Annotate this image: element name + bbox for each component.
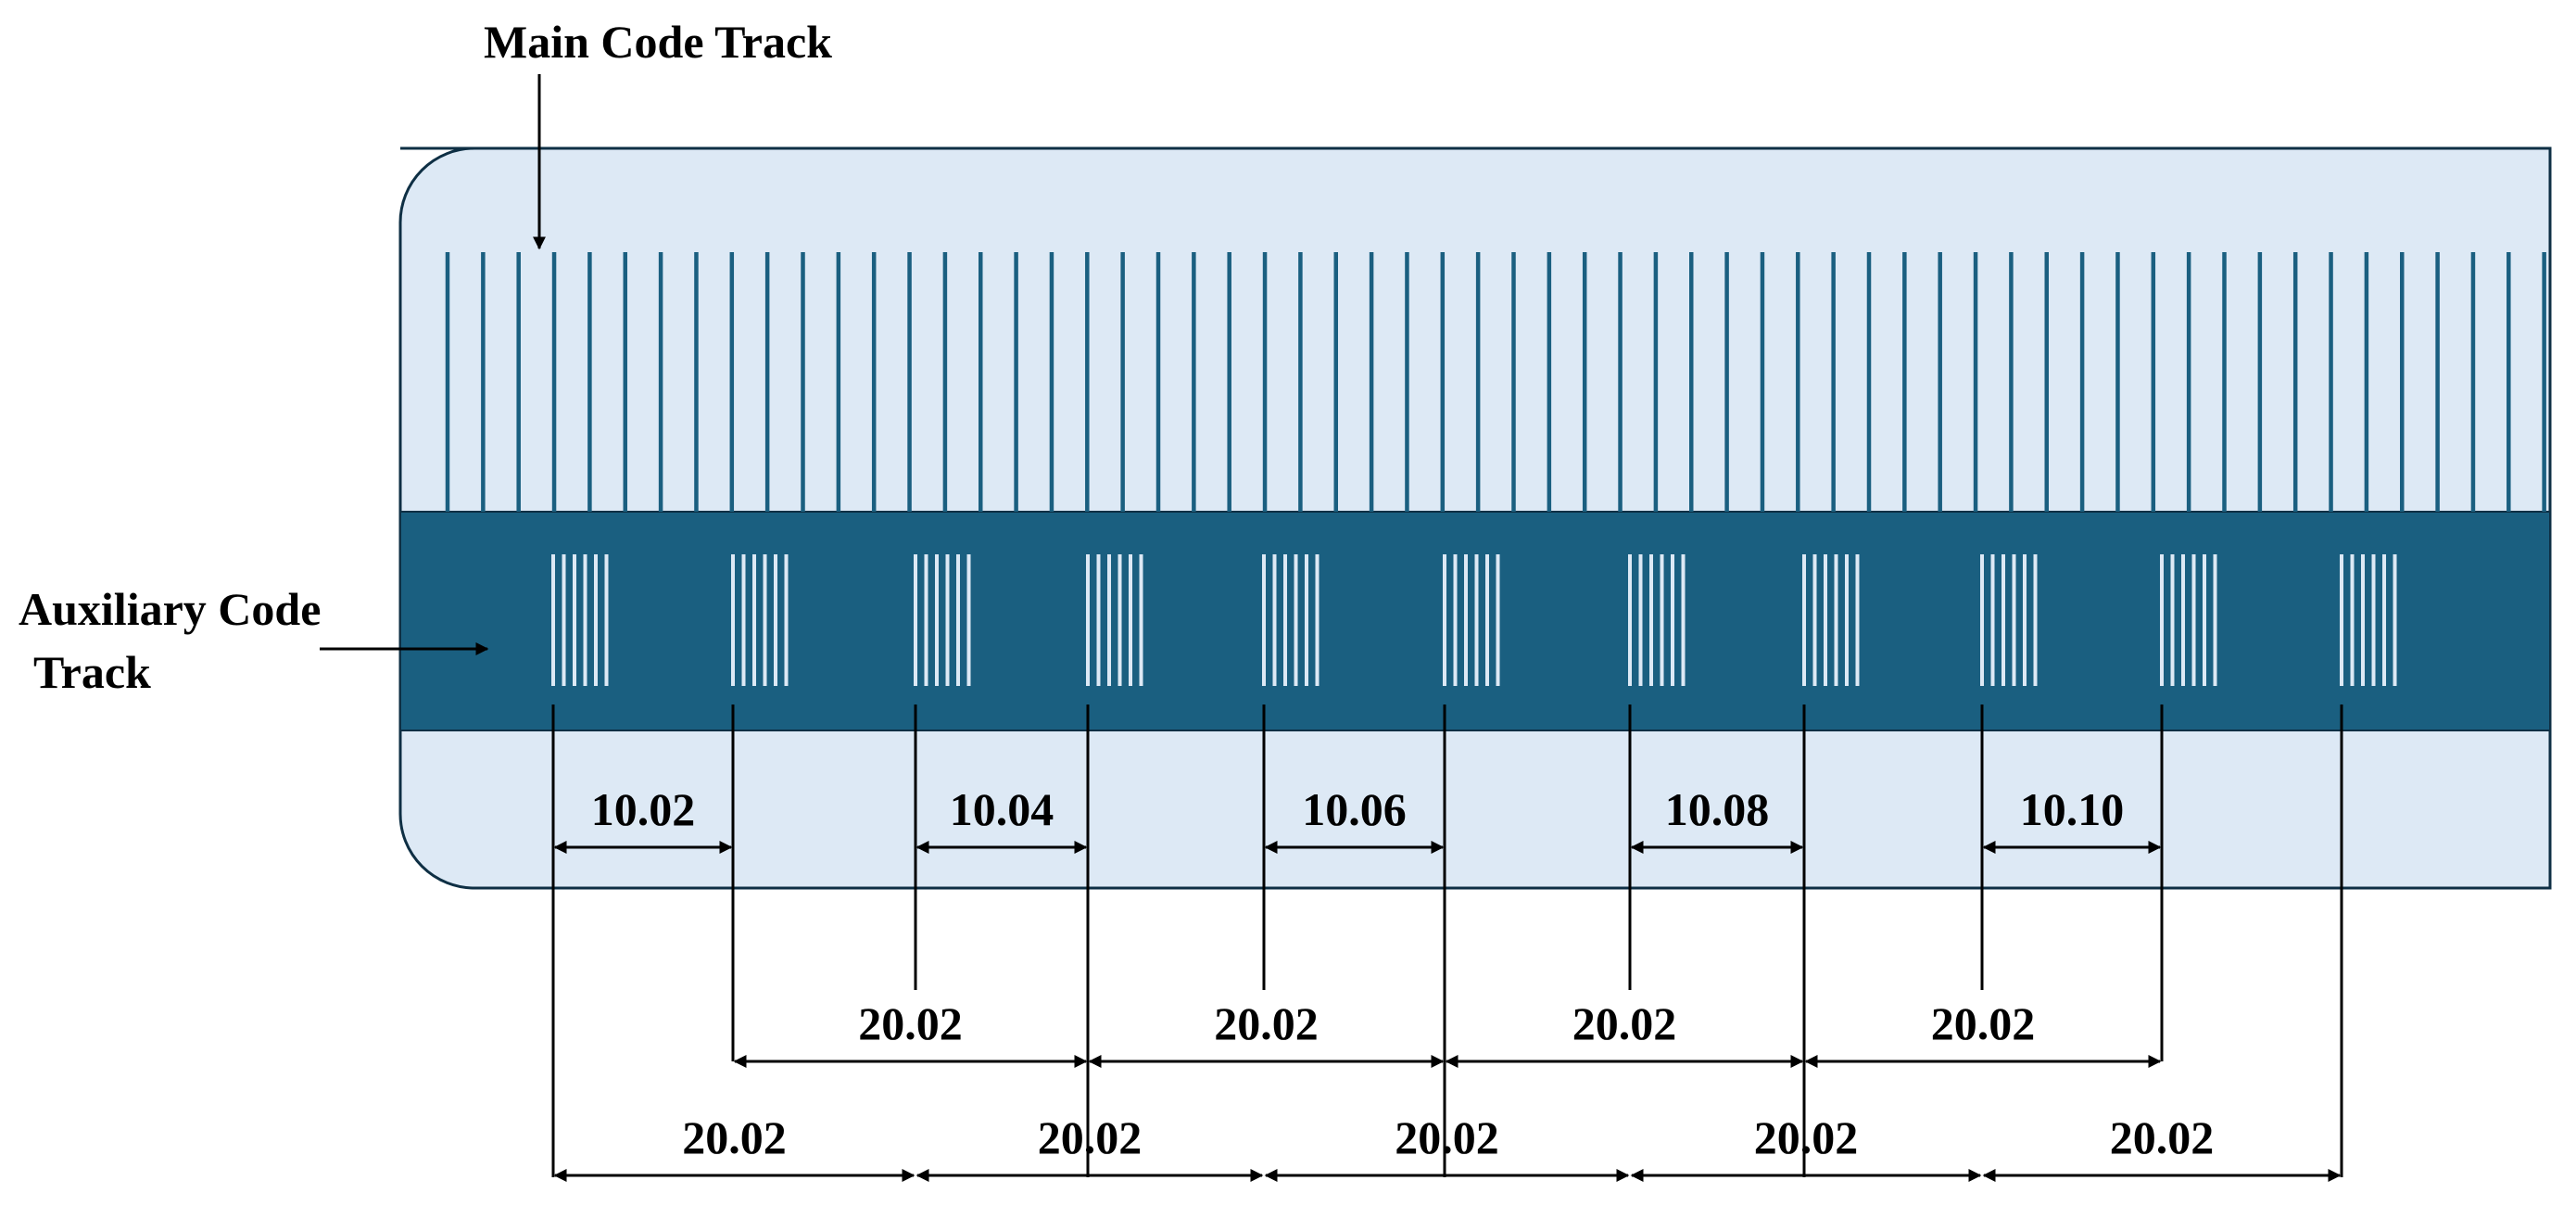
aux-code-group (2160, 554, 2217, 686)
bottom-pitch-dimension-label: 20.02 (1754, 1111, 1859, 1163)
aux-code-group (731, 554, 789, 686)
auxiliary-code-track (551, 554, 2397, 686)
dimension-annotations: 10.02 10.04 10.06 10.08 10.10 20.02 20.02 20.02… (553, 783, 2342, 1182)
middle-pitch-dimension-label: 20.02 (1572, 997, 1677, 1049)
aux-code-group (1086, 554, 1143, 686)
main-track-label: Main Code Track (484, 16, 832, 68)
bottom-pitch-dimension-label: 20.02 (1038, 1111, 1143, 1163)
aux-track-label-line2: Track (33, 646, 151, 698)
aux-code-group (914, 554, 971, 686)
aux-code-group (1262, 554, 1320, 686)
middle-pitch-dimension-label: 20.02 (1214, 997, 1319, 1049)
bottom-pitch-dimension-label: 20.02 (682, 1111, 787, 1163)
small-pitch-dimension-label: 10.06 (1302, 783, 1407, 835)
small-pitch-dimension-label: 10.08 (1665, 783, 1770, 835)
bottom-pitch-dimension-label: 20.02 (2110, 1111, 2215, 1163)
small-pitch-dimension-label: 10.04 (950, 783, 1054, 835)
main-code-track (445, 252, 2546, 512)
bottom-pitch-dimension-label: 20.02 (1395, 1111, 1499, 1163)
extension-lines (551, 705, 2343, 1177)
aux-code-group (1628, 554, 1686, 686)
aux-code-group (551, 554, 609, 686)
middle-pitch-dimension-label: 20.02 (858, 997, 963, 1049)
aux-code-group (2340, 554, 2397, 686)
small-pitch-dimension-label: 10.10 (2020, 783, 2125, 835)
aux-code-group (1980, 554, 2038, 686)
middle-pitch-dimension-label: 20.02 (1931, 997, 2036, 1049)
aux-code-group (1802, 554, 1860, 686)
aux-track-label-line1: Auxiliary Code (19, 583, 321, 635)
small-pitch-dimension-label: 10.02 (591, 783, 696, 835)
aux-code-group (1443, 554, 1500, 686)
